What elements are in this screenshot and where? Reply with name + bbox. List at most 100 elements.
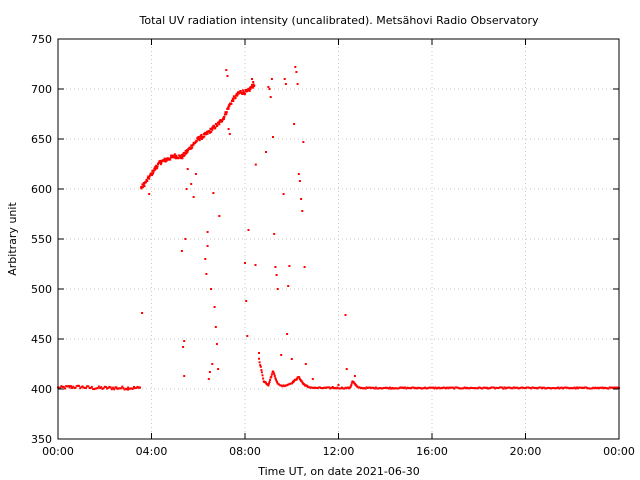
data-point xyxy=(376,387,379,390)
data-point xyxy=(291,382,294,384)
data-point xyxy=(175,154,178,157)
data-point xyxy=(195,140,198,143)
data-point xyxy=(160,161,163,164)
data-point xyxy=(202,136,205,139)
data-point xyxy=(120,387,123,390)
data-point xyxy=(65,385,68,388)
y-tick-label: 450 xyxy=(31,333,52,346)
data-point xyxy=(81,385,84,388)
data-point xyxy=(519,386,522,389)
data-point xyxy=(140,187,143,190)
data-point xyxy=(214,326,217,328)
x-tick-label: 00:00 xyxy=(42,445,74,458)
data-point xyxy=(289,382,292,385)
data-point xyxy=(323,386,326,389)
data-point xyxy=(126,388,128,391)
data-point xyxy=(252,83,255,86)
data-point xyxy=(533,387,536,389)
data-point xyxy=(356,385,359,388)
data-point xyxy=(394,387,397,390)
data-point xyxy=(225,69,228,71)
data-point xyxy=(572,387,575,390)
data-point xyxy=(228,133,231,135)
data-point xyxy=(246,335,249,337)
data-point xyxy=(363,387,366,390)
data-point xyxy=(377,387,380,390)
data-point xyxy=(218,123,221,126)
data-point xyxy=(445,387,447,390)
data-point xyxy=(212,192,215,194)
data-point xyxy=(554,387,557,390)
data-point xyxy=(497,387,500,389)
data-point xyxy=(471,387,474,390)
data-point xyxy=(72,385,75,388)
data-point xyxy=(392,387,395,390)
data-point xyxy=(179,154,181,157)
data-point xyxy=(587,387,590,390)
data-point xyxy=(288,383,291,386)
data-point xyxy=(102,387,105,390)
data-point xyxy=(348,387,350,390)
data-point xyxy=(470,386,473,389)
data-point xyxy=(213,306,216,308)
data-point xyxy=(358,386,361,389)
data-point xyxy=(218,215,221,217)
data-point xyxy=(549,387,551,390)
data-point xyxy=(258,352,260,354)
data-point xyxy=(558,387,561,390)
data-point xyxy=(74,386,77,389)
data-point xyxy=(249,87,252,90)
data-point xyxy=(565,386,568,389)
data-point xyxy=(272,371,275,374)
data-point xyxy=(227,107,230,110)
data-point xyxy=(106,387,109,390)
data-point xyxy=(442,386,445,389)
data-point xyxy=(152,171,155,174)
data-point xyxy=(313,386,315,389)
data-point xyxy=(218,121,221,124)
data-point xyxy=(184,238,187,240)
data-point xyxy=(468,387,471,390)
data-point xyxy=(269,379,272,381)
data-point xyxy=(406,386,409,389)
data-point xyxy=(154,167,157,170)
data-point xyxy=(123,388,126,391)
data-point xyxy=(308,386,311,389)
data-point xyxy=(482,386,485,389)
data-point xyxy=(584,386,587,389)
data-point xyxy=(190,183,193,185)
data-point xyxy=(391,386,394,389)
data-point xyxy=(201,137,203,140)
data-point xyxy=(280,384,283,387)
data-point xyxy=(224,111,227,114)
data-point xyxy=(204,258,207,260)
data-point xyxy=(225,111,228,114)
data-points xyxy=(57,66,620,391)
data-point xyxy=(559,386,562,389)
data-point xyxy=(488,387,491,390)
data-point xyxy=(483,386,486,389)
data-point xyxy=(316,387,319,390)
data-point xyxy=(414,386,417,389)
data-point xyxy=(317,386,320,389)
data-point xyxy=(93,388,96,391)
data-point xyxy=(276,382,279,385)
data-point xyxy=(298,376,301,379)
data-point xyxy=(174,157,177,160)
data-point xyxy=(183,154,186,157)
data-point xyxy=(128,387,131,390)
y-tick-label: 600 xyxy=(31,183,52,196)
data-point xyxy=(330,386,333,389)
data-point xyxy=(424,386,426,389)
data-point xyxy=(407,387,410,390)
data-point xyxy=(500,386,502,389)
data-point xyxy=(474,387,477,390)
data-point xyxy=(282,193,285,195)
data-point xyxy=(171,156,174,159)
data-point xyxy=(223,115,226,118)
data-point xyxy=(277,383,280,386)
data-point xyxy=(143,185,146,188)
y-tick-label: 500 xyxy=(31,283,52,296)
data-point xyxy=(580,386,583,389)
data-point xyxy=(467,387,470,390)
